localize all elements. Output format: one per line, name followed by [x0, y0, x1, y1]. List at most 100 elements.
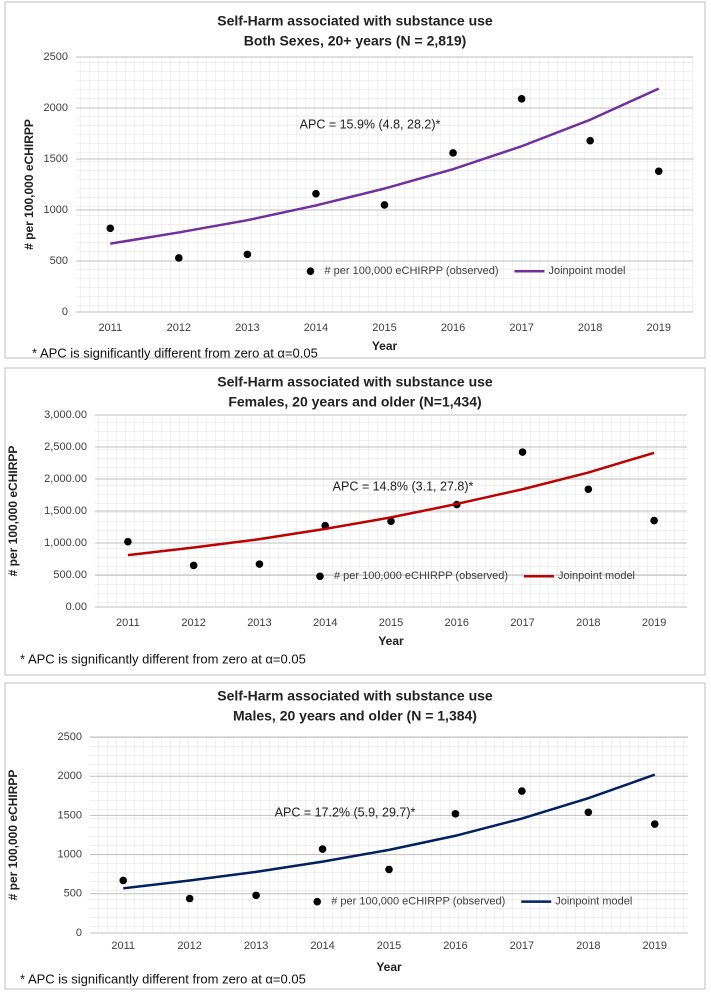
x-tick-label: 2014 [310, 940, 334, 952]
x-tick-label: 2015 [379, 617, 403, 629]
y-tick-label: 500 [64, 888, 82, 900]
x-tick-label: 2011 [111, 940, 135, 952]
annotation: APC = 15.9% (4.8, 28.2)* [300, 117, 441, 131]
y-tick-label: 1000 [44, 204, 68, 216]
legend-label: Joinpoint model [558, 570, 635, 582]
chart-title: Self-Harm associated with substance use [217, 374, 493, 390]
point [252, 891, 260, 900]
x-tick-label: 2017 [510, 617, 534, 629]
chart-subtitle: Both Sexes, 20+ years (N = 2,819) [244, 33, 467, 49]
x-axis-title: Year [372, 339, 398, 353]
x-tick-label: 2013 [247, 617, 271, 629]
point [586, 136, 594, 145]
legend-label: # per 100,000 eCHIRPP (observed) [334, 570, 508, 582]
x-tick-label: 2014 [313, 617, 337, 629]
point [318, 845, 327, 853]
y-tick-label: 500.00 [53, 569, 87, 581]
x-tick-label: 2012 [177, 940, 201, 952]
y-tick-label: 2000 [44, 102, 68, 114]
footnote: * APC is significantly different from ze… [20, 651, 306, 666]
annotation: APC = 17.2% (5.9, 29.7)* [275, 805, 416, 819]
footnote: * APC is significantly different from ze… [32, 345, 318, 360]
legend-label: Joinpoint model [555, 896, 632, 908]
point [385, 865, 393, 874]
point [312, 189, 320, 198]
x-tick-label: 2011 [116, 617, 140, 629]
point [518, 448, 527, 456]
x-tick-label: 2017 [509, 322, 533, 334]
y-tick-label: 1000 [58, 849, 82, 861]
point [451, 810, 460, 818]
legend-marker [313, 897, 322, 906]
legend-label: Joinpoint model [548, 265, 625, 277]
x-tick-label: 2018 [576, 940, 600, 952]
y-tick-label: 0 [76, 927, 82, 939]
y-axis-title: # per 100,000 eCHIRPP [6, 446, 20, 577]
x-tick-label: 2011 [98, 322, 122, 334]
x-tick-label: 2016 [445, 617, 469, 629]
y-tick-label: 1,000.00 [44, 537, 87, 549]
y-tick-label: 2,000.00 [44, 473, 87, 485]
x-tick-label: 2012 [181, 617, 205, 629]
x-tick-label: 2013 [244, 940, 268, 952]
legend-marker [316, 572, 324, 581]
y-tick-label: 2500 [44, 51, 68, 63]
x-tick-label: 2016 [441, 322, 465, 334]
point [584, 485, 593, 494]
y-axis-title: # per 100,000 eCHIRPP [22, 119, 36, 250]
y-tick-label: 500 [50, 255, 68, 267]
point [650, 516, 658, 525]
legend-label: # per 100,000 eCHIRPP (observed) [324, 265, 498, 277]
chart-title: Self-Harm associated with substance use [217, 688, 493, 704]
point [650, 820, 659, 828]
x-tick-label: 2018 [576, 617, 600, 629]
point [517, 95, 526, 103]
y-tick-label: 0 [62, 306, 68, 318]
y-tick-label: 2000 [58, 770, 82, 782]
x-tick-label: 2016 [443, 940, 467, 952]
y-tick-label: 2,500.00 [44, 441, 87, 453]
y-tick-label: 1,500.00 [44, 505, 87, 517]
x-tick-label: 2015 [377, 940, 401, 952]
x-tick-label: 2019 [646, 322, 670, 334]
x-tick-label: 2014 [304, 322, 328, 334]
x-tick-label: 2013 [235, 322, 259, 334]
x-tick-label: 2017 [510, 940, 534, 952]
point [119, 876, 128, 885]
point [185, 894, 194, 903]
y-tick-label: 0.00 [66, 601, 87, 613]
point [175, 254, 183, 262]
legend-label: # per 100,000 eCHIRPP (observed) [331, 896, 505, 908]
chart-subtitle: Males, 20 years and older (N = 1,384) [233, 708, 477, 724]
y-tick-label: 2500 [58, 731, 82, 743]
model-line [110, 87, 660, 245]
point [387, 517, 395, 526]
y-tick-label: 1500 [44, 153, 68, 165]
point [654, 167, 663, 176]
minor-grid [76, 57, 693, 312]
point [380, 201, 389, 209]
annotation: APC = 14.8% (3.1, 27.8)* [333, 479, 474, 493]
chart-subtitle: Females, 20 years and older (N=1,434) [228, 394, 481, 410]
y-tick-label: 3,000.00 [44, 409, 87, 421]
point [255, 560, 264, 568]
x-tick-label: 2012 [167, 322, 191, 334]
x-axis-title: Year [376, 960, 402, 974]
model-line [127, 451, 655, 557]
chart-title: Self-Harm associated with substance use [217, 13, 493, 29]
point [243, 250, 252, 259]
x-tick-label: 2019 [643, 940, 667, 952]
x-tick-label: 2019 [642, 617, 666, 629]
point [106, 224, 115, 233]
point [518, 787, 526, 795]
point [449, 149, 457, 157]
x-axis-title: Year [378, 634, 404, 648]
point [124, 537, 132, 546]
footnote: * APC is significantly different from ze… [20, 971, 306, 986]
model-line [123, 773, 656, 890]
point [584, 808, 593, 817]
x-tick-label: 2018 [578, 322, 602, 334]
point [189, 561, 198, 570]
y-axis-title: # per 100,000 eCHIRPP [6, 770, 20, 901]
